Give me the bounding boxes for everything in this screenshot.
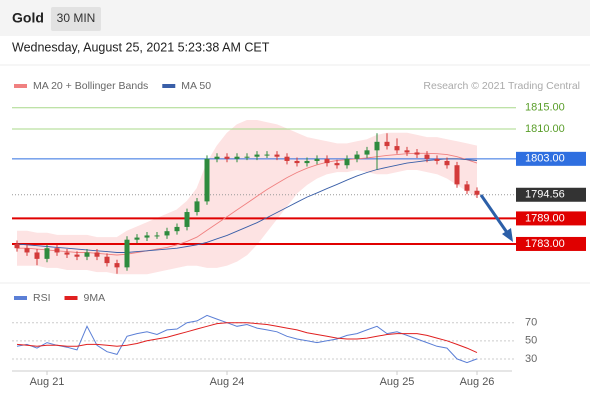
level-label: 1803.00	[525, 153, 565, 165]
x-tick-label: Aug 25	[380, 376, 415, 388]
candle-body	[474, 190, 480, 195]
line-series	[16, 314, 478, 364]
candle-body	[24, 248, 30, 253]
candle-body	[284, 156, 290, 161]
ma-line	[16, 158, 478, 253]
candle-body	[354, 154, 360, 159]
timestamp: Wednesday, August 25, 2021 5:23:38 AM CE…	[12, 40, 270, 54]
candle-body	[74, 254, 80, 257]
level-label: 1789.00	[525, 212, 565, 224]
x-tick-label: Aug 26	[460, 376, 495, 388]
candle-body	[344, 158, 350, 166]
candle-body	[64, 252, 70, 255]
legend-label: RSI	[33, 292, 51, 304]
level-label-box	[516, 236, 586, 251]
candle-body	[14, 243, 20, 249]
line-series	[16, 322, 478, 354]
forecast-arrow	[479, 194, 510, 235]
candle-body	[384, 141, 390, 147]
candle-body	[44, 248, 50, 259]
legend-label: MA 50	[181, 80, 211, 92]
candle-body	[114, 263, 120, 268]
credit: Research © 2021 Trading Central	[423, 80, 580, 92]
x-tick-label: Aug 24	[210, 376, 245, 388]
candle-body	[164, 231, 170, 236]
candle-body	[94, 252, 100, 257]
x-tick-label: Aug 21	[30, 376, 65, 388]
candle-body	[304, 160, 310, 164]
bollinger-fill	[17, 120, 477, 274]
candle-body	[84, 252, 90, 257]
candle-body	[454, 165, 460, 185]
candle-body	[294, 160, 300, 164]
candle-body	[174, 226, 180, 232]
legend-label: 9MA	[84, 292, 106, 304]
level-label-box	[516, 187, 586, 202]
level-label: 1810.00	[525, 123, 565, 135]
candle-body	[204, 158, 210, 202]
candle-body	[464, 184, 470, 191]
candle-body	[414, 152, 420, 155]
candle-body	[54, 248, 60, 253]
candle-body	[234, 156, 240, 159]
level-label-box	[516, 151, 586, 166]
candle-body	[374, 141, 380, 151]
candle-body	[34, 252, 40, 259]
candle-body	[334, 163, 340, 166]
bollinger-lower	[17, 168, 478, 275]
candle-body	[254, 154, 260, 157]
level-label: 1815.00	[525, 102, 565, 114]
candle-body	[224, 156, 230, 159]
bollinger-upper	[17, 120, 478, 239]
timeframe[interactable]: 30 MIN	[57, 11, 96, 25]
candle-body	[394, 146, 400, 151]
timeframe-box[interactable]	[51, 7, 101, 31]
candle-body	[264, 154, 270, 156]
legend-swatch	[14, 84, 27, 88]
y-tick-label: 50	[525, 335, 537, 347]
candle-body	[184, 212, 190, 227]
legend-swatch	[64, 296, 78, 300]
candle-body	[214, 156, 220, 159]
candle-body	[104, 256, 110, 264]
candle-body	[134, 237, 140, 240]
candle-body	[444, 160, 450, 166]
candle-body	[244, 156, 250, 158]
instrument-title: Gold	[12, 10, 44, 26]
forecast-arrowhead	[502, 228, 513, 242]
candle-body	[324, 158, 330, 164]
candle-body	[274, 154, 280, 157]
candle-body	[154, 235, 160, 237]
candle-body	[424, 154, 430, 159]
legend-swatch	[14, 296, 27, 300]
candle-body	[364, 150, 370, 155]
candle-body	[124, 239, 130, 268]
candle-body	[404, 150, 410, 153]
level-label: 1783.00	[525, 238, 565, 250]
y-tick-label: 30	[525, 353, 537, 365]
candle-body	[194, 201, 200, 213]
ma-line	[17, 152, 478, 256]
legend-swatch	[162, 84, 176, 88]
candle-body	[144, 235, 150, 238]
legend-label: MA 20 + Bollinger Bands	[33, 80, 148, 92]
level-label: 1794.56	[525, 189, 565, 201]
candle-body	[434, 158, 440, 161]
candle-body	[314, 158, 320, 161]
y-tick-label: 70	[525, 317, 537, 329]
level-label-box	[516, 211, 586, 226]
